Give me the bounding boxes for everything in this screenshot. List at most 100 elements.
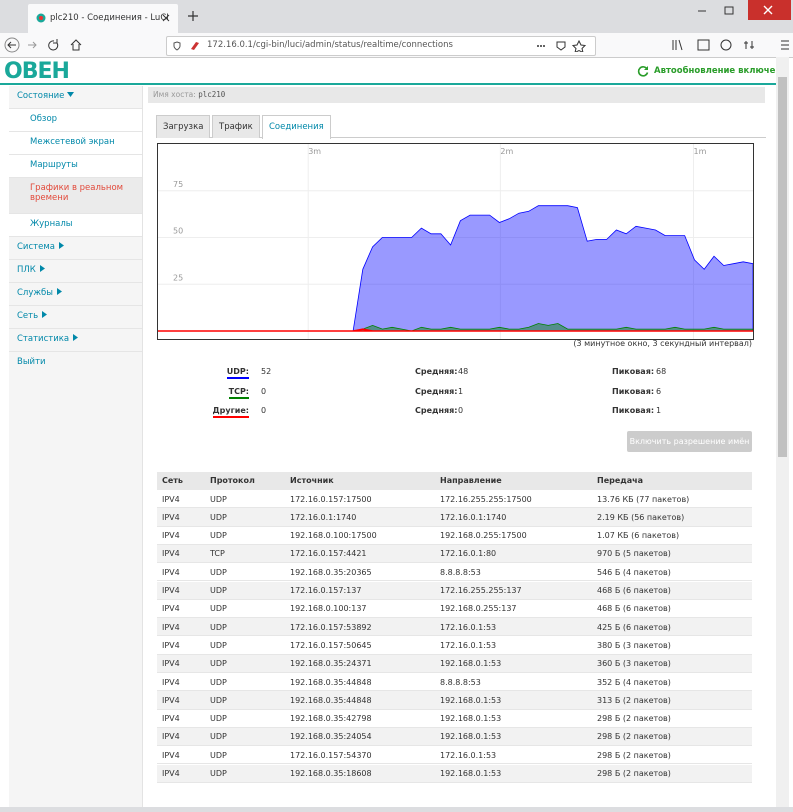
table-cell: UDP bbox=[210, 513, 227, 522]
table-cell: 172.16.0.157:50645 bbox=[290, 641, 372, 650]
table-cell: IPV4 bbox=[162, 549, 180, 558]
browser-tab[interactable]: plc210 - Соединения - LuCI bbox=[28, 4, 178, 33]
stat-avg-label: Средняя: bbox=[415, 367, 457, 376]
table-cell: 425 Б (6 пакетов) bbox=[597, 623, 671, 632]
url-text: 172.16.0.1/cgi-bin/luci/admin/status/rea… bbox=[207, 40, 453, 50]
table-cell: 468 Б (6 пакетов) bbox=[597, 604, 671, 613]
sidebar-item[interactable]: Графики в реальном времени bbox=[9, 178, 142, 214]
sidebar-logout[interactable]: Выйти bbox=[9, 352, 142, 375]
table-cell: 298 Б (2 пакетов) bbox=[597, 714, 671, 723]
table-cell: 172.16.0.157:4421 bbox=[290, 549, 367, 558]
table-cell: 192.168.0.1:53 bbox=[440, 714, 501, 723]
table-cell: 192.168.0.35:20365 bbox=[290, 568, 372, 577]
scrollbar[interactable] bbox=[776, 57, 789, 807]
sidebar-section[interactable]: Система bbox=[9, 237, 142, 260]
sidebar-section[interactable]: Службы bbox=[9, 283, 142, 306]
tab-title: plc210 - Соединения - LuCI bbox=[50, 13, 169, 23]
table-cell: UDP bbox=[210, 495, 227, 504]
hostname-bar: Имя хоста: plc210 bbox=[148, 87, 765, 103]
table-cell: UDP bbox=[210, 714, 227, 723]
table-cell: 192.168.0.35:42798 bbox=[290, 714, 372, 723]
resolve-names-button[interactable]: Включить разрешение имён bbox=[627, 431, 752, 452]
y-tick-label: 25 bbox=[173, 273, 183, 282]
hostname-label: Имя хоста: bbox=[153, 90, 196, 99]
stat-name: Другие: bbox=[213, 406, 249, 418]
table-cell: 298 Б (2 пакетов) bbox=[597, 732, 671, 741]
table-cell: 546 Б (4 пакетов) bbox=[597, 568, 671, 577]
table-cell: UDP bbox=[210, 641, 227, 650]
table-cell: 192.168.0.100:137 bbox=[290, 604, 367, 613]
table-cell: IPV4 bbox=[162, 751, 180, 760]
address-bar[interactable]: 172.16.0.1/cgi-bin/luci/admin/status/rea… bbox=[166, 36, 596, 56]
autorefresh-status[interactable]: Автообновление включено bbox=[654, 66, 787, 76]
table-cell: 13.76 КБ (77 пакетов) bbox=[597, 495, 689, 504]
table-cell: IPV4 bbox=[162, 623, 180, 632]
stat-value: 0 bbox=[261, 406, 266, 415]
table-cell: IPV4 bbox=[162, 714, 180, 723]
table-cell: 172.16.0.1:1740 bbox=[290, 513, 356, 522]
table-cell: 192.168.0.35:24371 bbox=[290, 659, 372, 668]
chart-caption: (3 минутное окно, 3 секундный интервал) bbox=[573, 339, 752, 348]
table-cell: IPV4 bbox=[162, 604, 180, 613]
stat-avg-label: Средняя: bbox=[415, 387, 457, 396]
table-cell: 192.168.0.35:24054 bbox=[290, 732, 372, 741]
nav-buttons[interactable] bbox=[4, 37, 89, 53]
tab[interactable]: Загрузка bbox=[156, 115, 210, 138]
sidebar-item[interactable]: Обзор bbox=[9, 109, 142, 132]
table-cell: 352 Б (4 пакетов) bbox=[597, 678, 671, 687]
table-cell: 8.8.8.8:53 bbox=[440, 568, 481, 577]
refresh-icon bbox=[637, 65, 649, 77]
column-header: Сеть bbox=[162, 476, 183, 485]
table-cell: UDP bbox=[210, 678, 227, 687]
table-cell: IPV4 bbox=[162, 531, 180, 540]
stat-peak-label: Пиковая: bbox=[612, 387, 654, 396]
x-tick-label: 3m bbox=[308, 147, 321, 156]
stat-peak: 1 bbox=[656, 406, 661, 415]
sidebar-section[interactable]: Статистика bbox=[9, 329, 142, 352]
realtime-chart: 2550753m2m1m bbox=[157, 143, 754, 340]
column-header: Источник bbox=[290, 476, 334, 485]
table-cell: UDP bbox=[210, 659, 227, 668]
toolbar-icons[interactable] bbox=[670, 38, 790, 52]
stat-value: 52 bbox=[261, 367, 271, 376]
hostname-value: plc210 bbox=[198, 90, 225, 99]
table-cell: 172.16.0.1:53 bbox=[440, 623, 496, 632]
table-cell: 192.168.0.1:53 bbox=[440, 659, 501, 668]
new-tab[interactable] bbox=[187, 10, 199, 22]
sidebar-section[interactable]: Состояние bbox=[9, 86, 142, 109]
x-tick-label: 2m bbox=[500, 147, 513, 156]
table-cell: 468 Б (6 пакетов) bbox=[597, 586, 671, 595]
table-cell: IPV4 bbox=[162, 659, 180, 668]
sidebar-item[interactable]: Маршруты bbox=[9, 155, 142, 178]
stat-peak: 6 bbox=[656, 387, 661, 396]
table-cell: IPV4 bbox=[162, 568, 180, 577]
table-cell: IPV4 bbox=[162, 696, 180, 705]
stat-name: UDP: bbox=[227, 367, 249, 379]
column-header: Направление bbox=[440, 476, 502, 485]
window-controls bbox=[690, 0, 793, 22]
table-cell: 360 Б (3 пакетов) bbox=[597, 659, 671, 668]
table-cell: UDP bbox=[210, 751, 227, 760]
table-cell: 192.168.0.255:137 bbox=[440, 604, 517, 613]
logo[interactable]: ОВЕН bbox=[4, 59, 69, 84]
tab-close[interactable] bbox=[162, 14, 170, 22]
tab[interactable]: Соединения bbox=[262, 115, 331, 139]
table-cell: 172.16.0.157:137 bbox=[290, 586, 361, 595]
stat-avg-label: Средняя: bbox=[415, 406, 457, 415]
y-tick-label: 50 bbox=[173, 227, 183, 236]
series-area bbox=[158, 206, 753, 331]
table-cell: 192.168.0.35:18608 bbox=[290, 769, 372, 778]
table-cell: 192.168.0.1:53 bbox=[440, 696, 501, 705]
tab[interactable]: Трафик bbox=[212, 115, 260, 138]
table-cell: UDP bbox=[210, 623, 227, 632]
column-header: Протокол bbox=[210, 476, 255, 485]
url-actions[interactable] bbox=[535, 40, 591, 52]
sidebar-section[interactable]: Сеть bbox=[9, 306, 142, 329]
table-cell: 2.19 КБ (56 пакетов) bbox=[597, 513, 684, 522]
favicon bbox=[36, 13, 46, 23]
table-cell: 172.16.0.157:54370 bbox=[290, 751, 372, 760]
table-cell: IPV4 bbox=[162, 732, 180, 741]
sidebar-item[interactable]: Журналы bbox=[9, 214, 142, 237]
sidebar-item[interactable]: Межсетевой экран bbox=[9, 132, 142, 155]
sidebar-section[interactable]: ПЛК bbox=[9, 260, 142, 283]
